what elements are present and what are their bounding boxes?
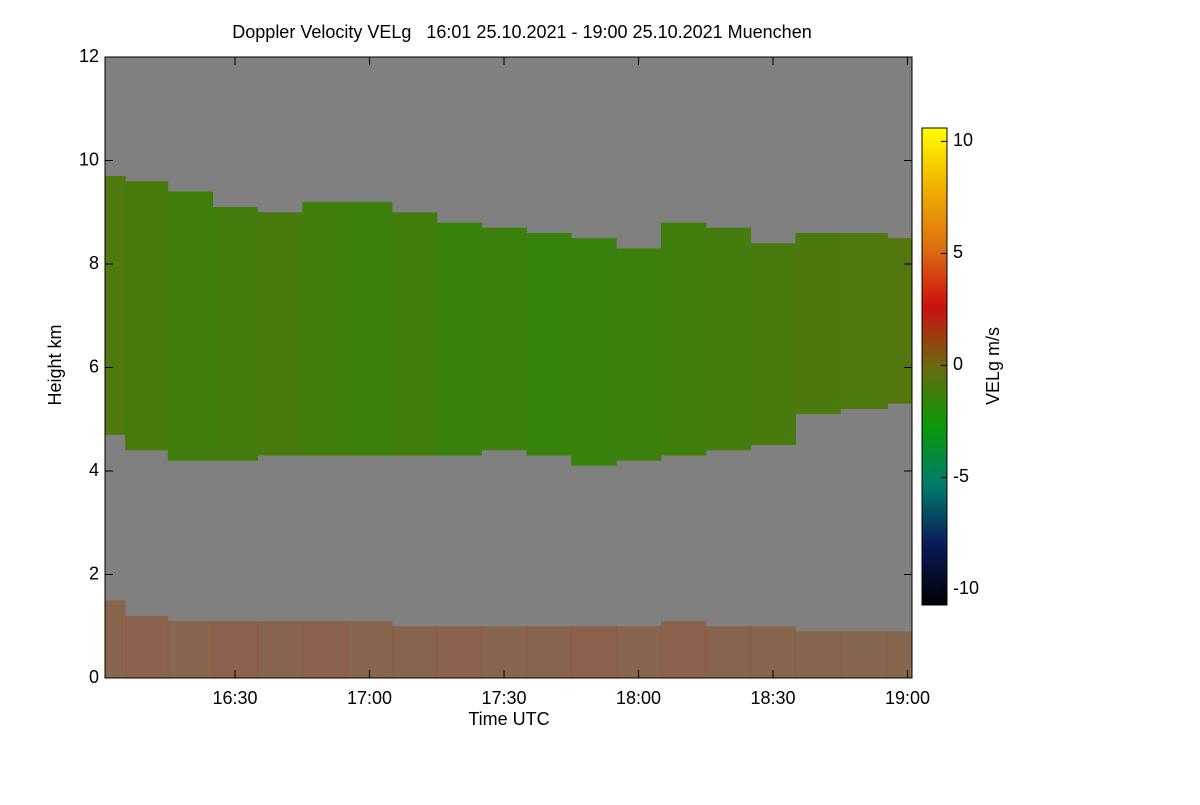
x-tick-label: 17:00 [347, 688, 392, 708]
velocity-cell [257, 621, 303, 678]
velocity-cell [616, 626, 662, 678]
colorbar-tick-label: 5 [953, 242, 963, 262]
colorbar-tick-label: 10 [953, 130, 973, 150]
velocity-cell [391, 626, 438, 678]
velocity-cell [750, 243, 796, 446]
velocity-cell [840, 631, 888, 678]
velocity-cell [302, 201, 348, 456]
velocity-cell [526, 232, 572, 456]
velocity-cell [167, 191, 214, 461]
velocity-cell [887, 238, 913, 404]
velocity-cell [750, 626, 796, 678]
velocity-cell [125, 181, 169, 451]
y-axis-label: Height km [45, 324, 65, 405]
velocity-cell [616, 248, 662, 461]
x-axis-label: Time UTC [468, 709, 549, 729]
colorbar-tick-label: -10 [953, 578, 979, 598]
velocity-cell [526, 626, 572, 678]
velocity-cell [212, 207, 258, 461]
velocity-cell [887, 631, 913, 678]
velocity-cell [257, 212, 303, 456]
y-tick-label: 6 [89, 356, 99, 376]
velocity-cell [660, 222, 707, 456]
velocity-cell [391, 212, 438, 456]
velocity-cell [795, 631, 841, 678]
x-tick-label: 18:00 [616, 688, 661, 708]
velocity-cell [571, 626, 617, 678]
velocity-cell [705, 227, 752, 451]
y-tick-label: 0 [89, 667, 99, 687]
colorbar-label: VELg m/s [983, 327, 1003, 405]
velocity-cell [481, 227, 527, 451]
colorbar-tick-label: -5 [953, 466, 969, 486]
y-tick-label: 8 [89, 253, 99, 273]
velocity-cell [660, 621, 707, 678]
velocity-cell [212, 621, 258, 678]
y-tick-label: 12 [79, 46, 99, 66]
velocity-cell [481, 626, 527, 678]
velocity-cell [105, 176, 126, 435]
chart-title: Doppler Velocity VELg 16:01 25.10.2021 -… [232, 22, 811, 42]
velocity-cell [167, 621, 214, 678]
velocity-cell [105, 600, 126, 678]
velocity-cell [436, 626, 483, 678]
velocity-cell [705, 626, 752, 678]
x-tick-label: 19:00 [885, 688, 930, 708]
colorbar [921, 127, 948, 606]
x-tick-label: 16:30 [212, 688, 257, 708]
velocity-cell [436, 222, 483, 456]
velocity-cell [795, 232, 841, 415]
x-tick-label: 18:30 [750, 688, 795, 708]
y-tick-label: 4 [89, 460, 99, 480]
velocity-cell [571, 238, 617, 466]
velocity-cell [840, 232, 888, 409]
velocity-cell [347, 201, 393, 456]
velocity-cell [302, 621, 348, 678]
x-tick-label: 17:30 [481, 688, 526, 708]
velocity-cell [125, 615, 169, 678]
colorbar-tick-label: 0 [953, 354, 963, 374]
velocity-cell [347, 621, 393, 678]
y-tick-label: 10 [79, 149, 99, 169]
y-tick-label: 2 [89, 563, 99, 583]
